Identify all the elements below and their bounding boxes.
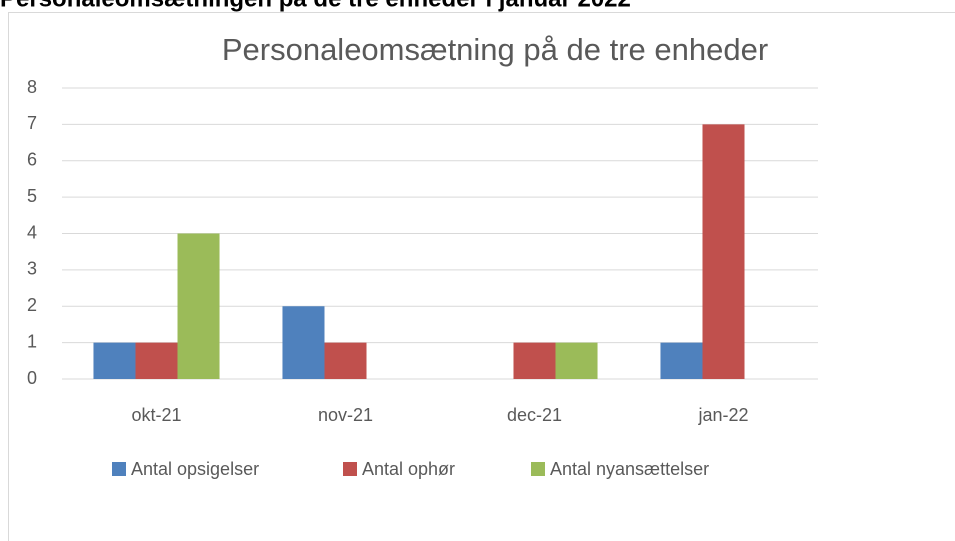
legend-swatch xyxy=(531,462,545,476)
y-tick-label: 1 xyxy=(27,331,37,351)
page-heading: Personaleomsætningen på de tre enheder i… xyxy=(0,0,631,12)
y-tick-label: 4 xyxy=(27,222,37,242)
y-tick-label: 2 xyxy=(27,295,37,315)
bar xyxy=(660,342,703,379)
legend-label: Antal opsigelser xyxy=(131,459,259,479)
x-tick-label: dec-21 xyxy=(507,405,562,425)
legend-label: Antal nyansættelser xyxy=(550,459,709,479)
bar xyxy=(93,342,136,379)
y-tick-label: 5 xyxy=(27,186,37,206)
bar xyxy=(135,342,178,379)
chart-frame xyxy=(8,12,955,541)
y-tick-label: 6 xyxy=(27,150,37,170)
x-tick-label: jan-22 xyxy=(697,405,748,425)
y-tick-label: 0 xyxy=(27,368,37,388)
bar xyxy=(177,233,220,379)
legend-label: Antal ophør xyxy=(362,459,455,479)
legend-swatch xyxy=(112,462,126,476)
bar xyxy=(282,306,325,379)
bar xyxy=(324,342,367,379)
y-tick-label: 8 xyxy=(27,77,37,97)
x-tick-label: nov-21 xyxy=(318,405,373,425)
bar xyxy=(513,342,556,379)
x-tick-label: okt-21 xyxy=(131,405,181,425)
bar xyxy=(702,124,745,379)
chart-title: Personaleomsætning på de tre enheder xyxy=(222,32,768,67)
legend-swatch xyxy=(343,462,357,476)
y-tick-label: 3 xyxy=(27,259,37,279)
y-tick-label: 7 xyxy=(27,113,37,133)
bar xyxy=(555,342,598,379)
